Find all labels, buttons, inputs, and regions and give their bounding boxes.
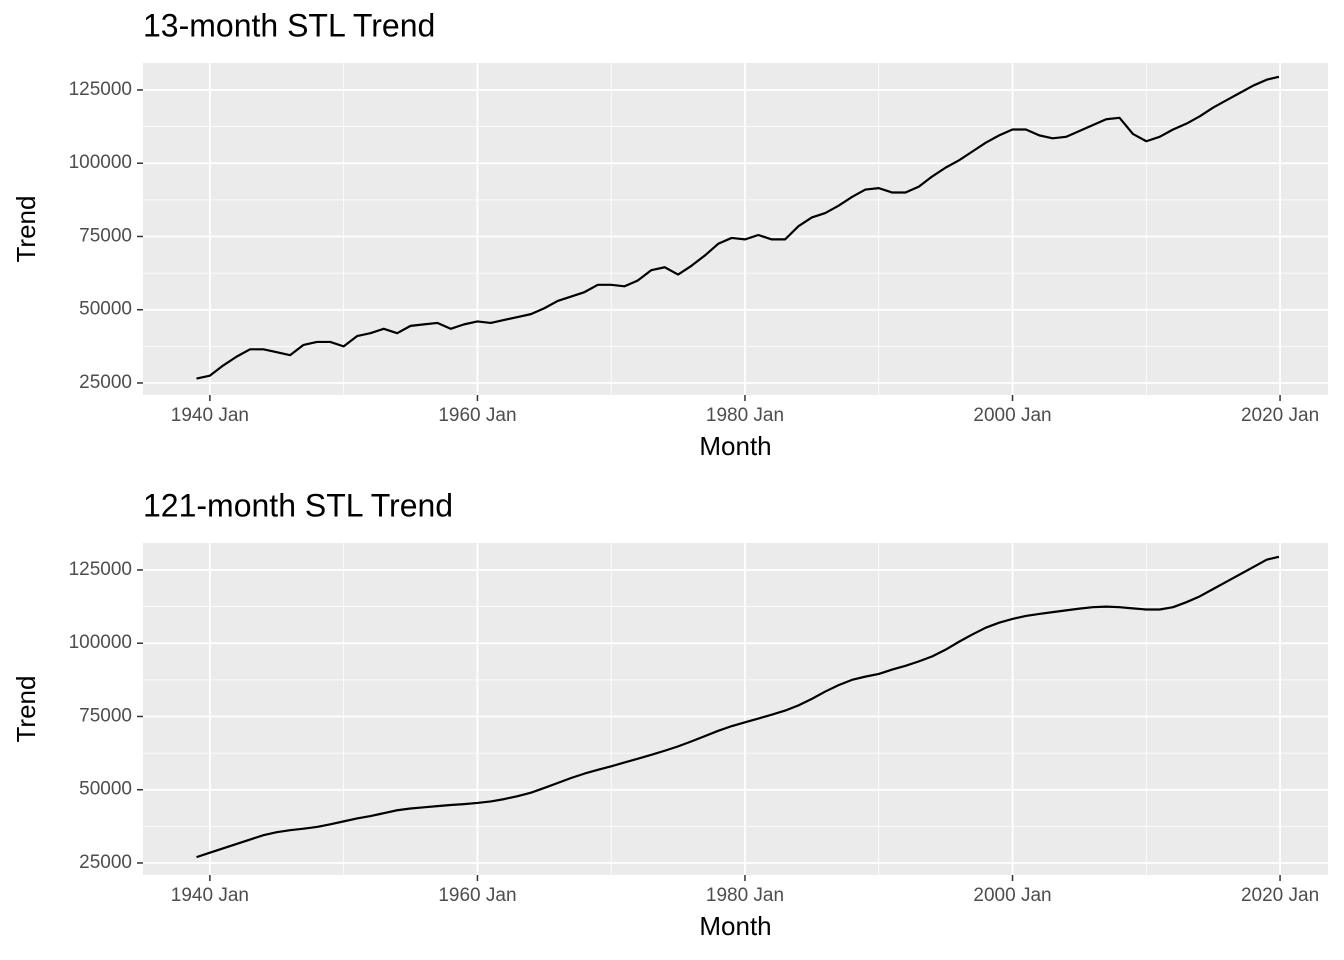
y-tick-label: 50000 — [79, 779, 132, 800]
x-tick-label: 1960 Jan — [438, 405, 516, 426]
x-tick-label: 1960 Jan — [438, 885, 516, 906]
x-tick-label: 1940 Jan — [171, 405, 249, 426]
y-tick-label: 100000 — [69, 632, 132, 653]
y-tick-label: 25000 — [79, 372, 132, 393]
x-axis-label: Month — [699, 911, 771, 941]
y-axis-label: Trend — [11, 196, 41, 263]
plot-background — [143, 63, 1328, 395]
y-tick-label: 50000 — [79, 299, 132, 320]
x-tick-label: 2020 Jan — [1241, 405, 1319, 426]
x-axis-label: Month — [699, 431, 771, 461]
y-tick-label: 25000 — [79, 852, 132, 873]
y-tick-label: 75000 — [79, 705, 132, 726]
trend-line — [196, 75, 1280, 380]
x-tick-label: 2000 Jan — [973, 405, 1051, 426]
chart-title: 121-month STL Trend — [143, 487, 453, 523]
y-tick-label: 100000 — [69, 152, 132, 173]
x-tick-label: 1980 Jan — [706, 405, 784, 426]
x-tick-label: 2020 Jan — [1241, 885, 1319, 906]
plot-background — [143, 543, 1328, 875]
trend-line — [196, 555, 1280, 859]
x-tick-label: 1940 Jan — [171, 885, 249, 906]
panel-group: 121-month STL Trend 25000 50000 75000 100000… — [11, 487, 1328, 941]
y-axis-label: Trend — [11, 676, 41, 743]
panel-group: 13-month STL Trend 25000 50000 75000 100000 1… — [11, 7, 1328, 461]
x-tick-label: 1980 Jan — [706, 885, 784, 906]
y-tick-label: 75000 — [79, 225, 132, 246]
x-tick-label: 2000 Jan — [973, 885, 1051, 906]
y-tick-label: 125000 — [69, 559, 132, 580]
chart-title: 13-month STL Trend — [143, 7, 435, 43]
y-tick-label: 125000 — [69, 79, 132, 100]
